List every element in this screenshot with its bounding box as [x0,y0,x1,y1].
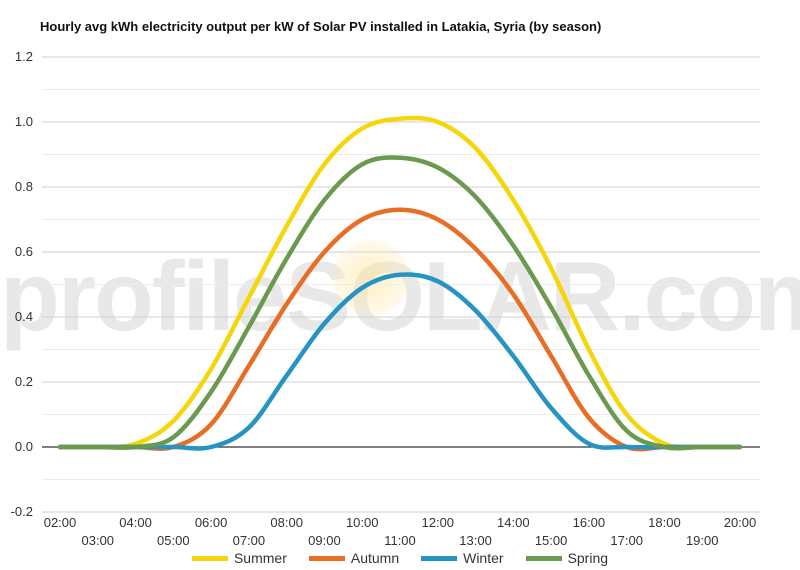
x-tick-label: 18:00 [648,515,681,530]
legend-label-winter: Winter [463,550,504,566]
legend-label-summer: Summer [233,550,287,566]
chart-title: Hourly avg kWh electricity output per kW… [40,19,602,34]
x-tick-label: 17:00 [610,533,643,548]
legend-swatch-autumn [308,555,345,561]
y-tick-label: 0.2 [15,374,33,389]
series-line-autumn[interactable] [57,207,743,452]
x-tick-label: 03:00 [82,533,115,548]
x-tick-label: 04:00 [119,515,152,530]
legend-item-summer[interactable]: Summer [191,550,287,566]
y-tick-label: 0.8 [15,179,33,194]
x-tick-label: 12:00 [422,515,455,530]
legend-swatch-winter [421,555,458,561]
x-tick-label: 10:00 [346,515,379,530]
x-tick-label: 20:00 [724,515,757,530]
y-axis-ticks: 1.2 1.0 0.8 0.6 0.4 0.2 0.0 -0.2 [11,49,33,519]
x-tick-label: 07:00 [233,533,266,548]
y-tick-label: -0.2 [11,504,33,519]
x-tick-label: 05:00 [157,533,190,548]
x-tick-label: 19:00 [686,533,719,548]
legend-swatch-summer [191,555,228,561]
x-tick-label: 13:00 [459,533,492,548]
x-tick-label: 08:00 [270,515,303,530]
legend-swatch-spring [525,555,562,561]
y-tick-label: 1.0 [15,114,33,129]
y-tick-label: 0.6 [15,244,33,259]
series-line-summer[interactable] [57,115,743,450]
x-tick-label: 15:00 [535,533,568,548]
x-tick-label: 16:00 [573,515,606,530]
legend-item-spring[interactable]: Spring [525,550,609,566]
x-tick-label: 11:00 [384,533,416,548]
series-lines [57,115,743,452]
series-line-spring[interactable] [57,155,743,451]
y-tick-label: 1.2 [15,49,33,64]
series-line-winter[interactable] [57,272,743,451]
legend: Summer Autumn Winter Spring [0,550,800,566]
y-tick-label: 0.0 [15,439,33,454]
legend-item-autumn[interactable]: Autumn [308,550,400,566]
legend-item-winter[interactable]: Winter [421,550,504,566]
y-tick-label: 0.4 [15,309,33,324]
x-axis-ticks: 02:00 04:00 06:00 08:00 10:00 12:00 14:00 16:00… [44,515,757,548]
x-tick-label: 02:00 [44,515,77,530]
x-tick-label: 14:00 [497,515,530,530]
legend-label-spring: Spring [567,550,609,566]
legend-label-autumn: Autumn [350,550,400,566]
x-tick-label: 09:00 [308,533,341,548]
x-tick-label: 06:00 [195,515,228,530]
gridlines [42,56,760,513]
